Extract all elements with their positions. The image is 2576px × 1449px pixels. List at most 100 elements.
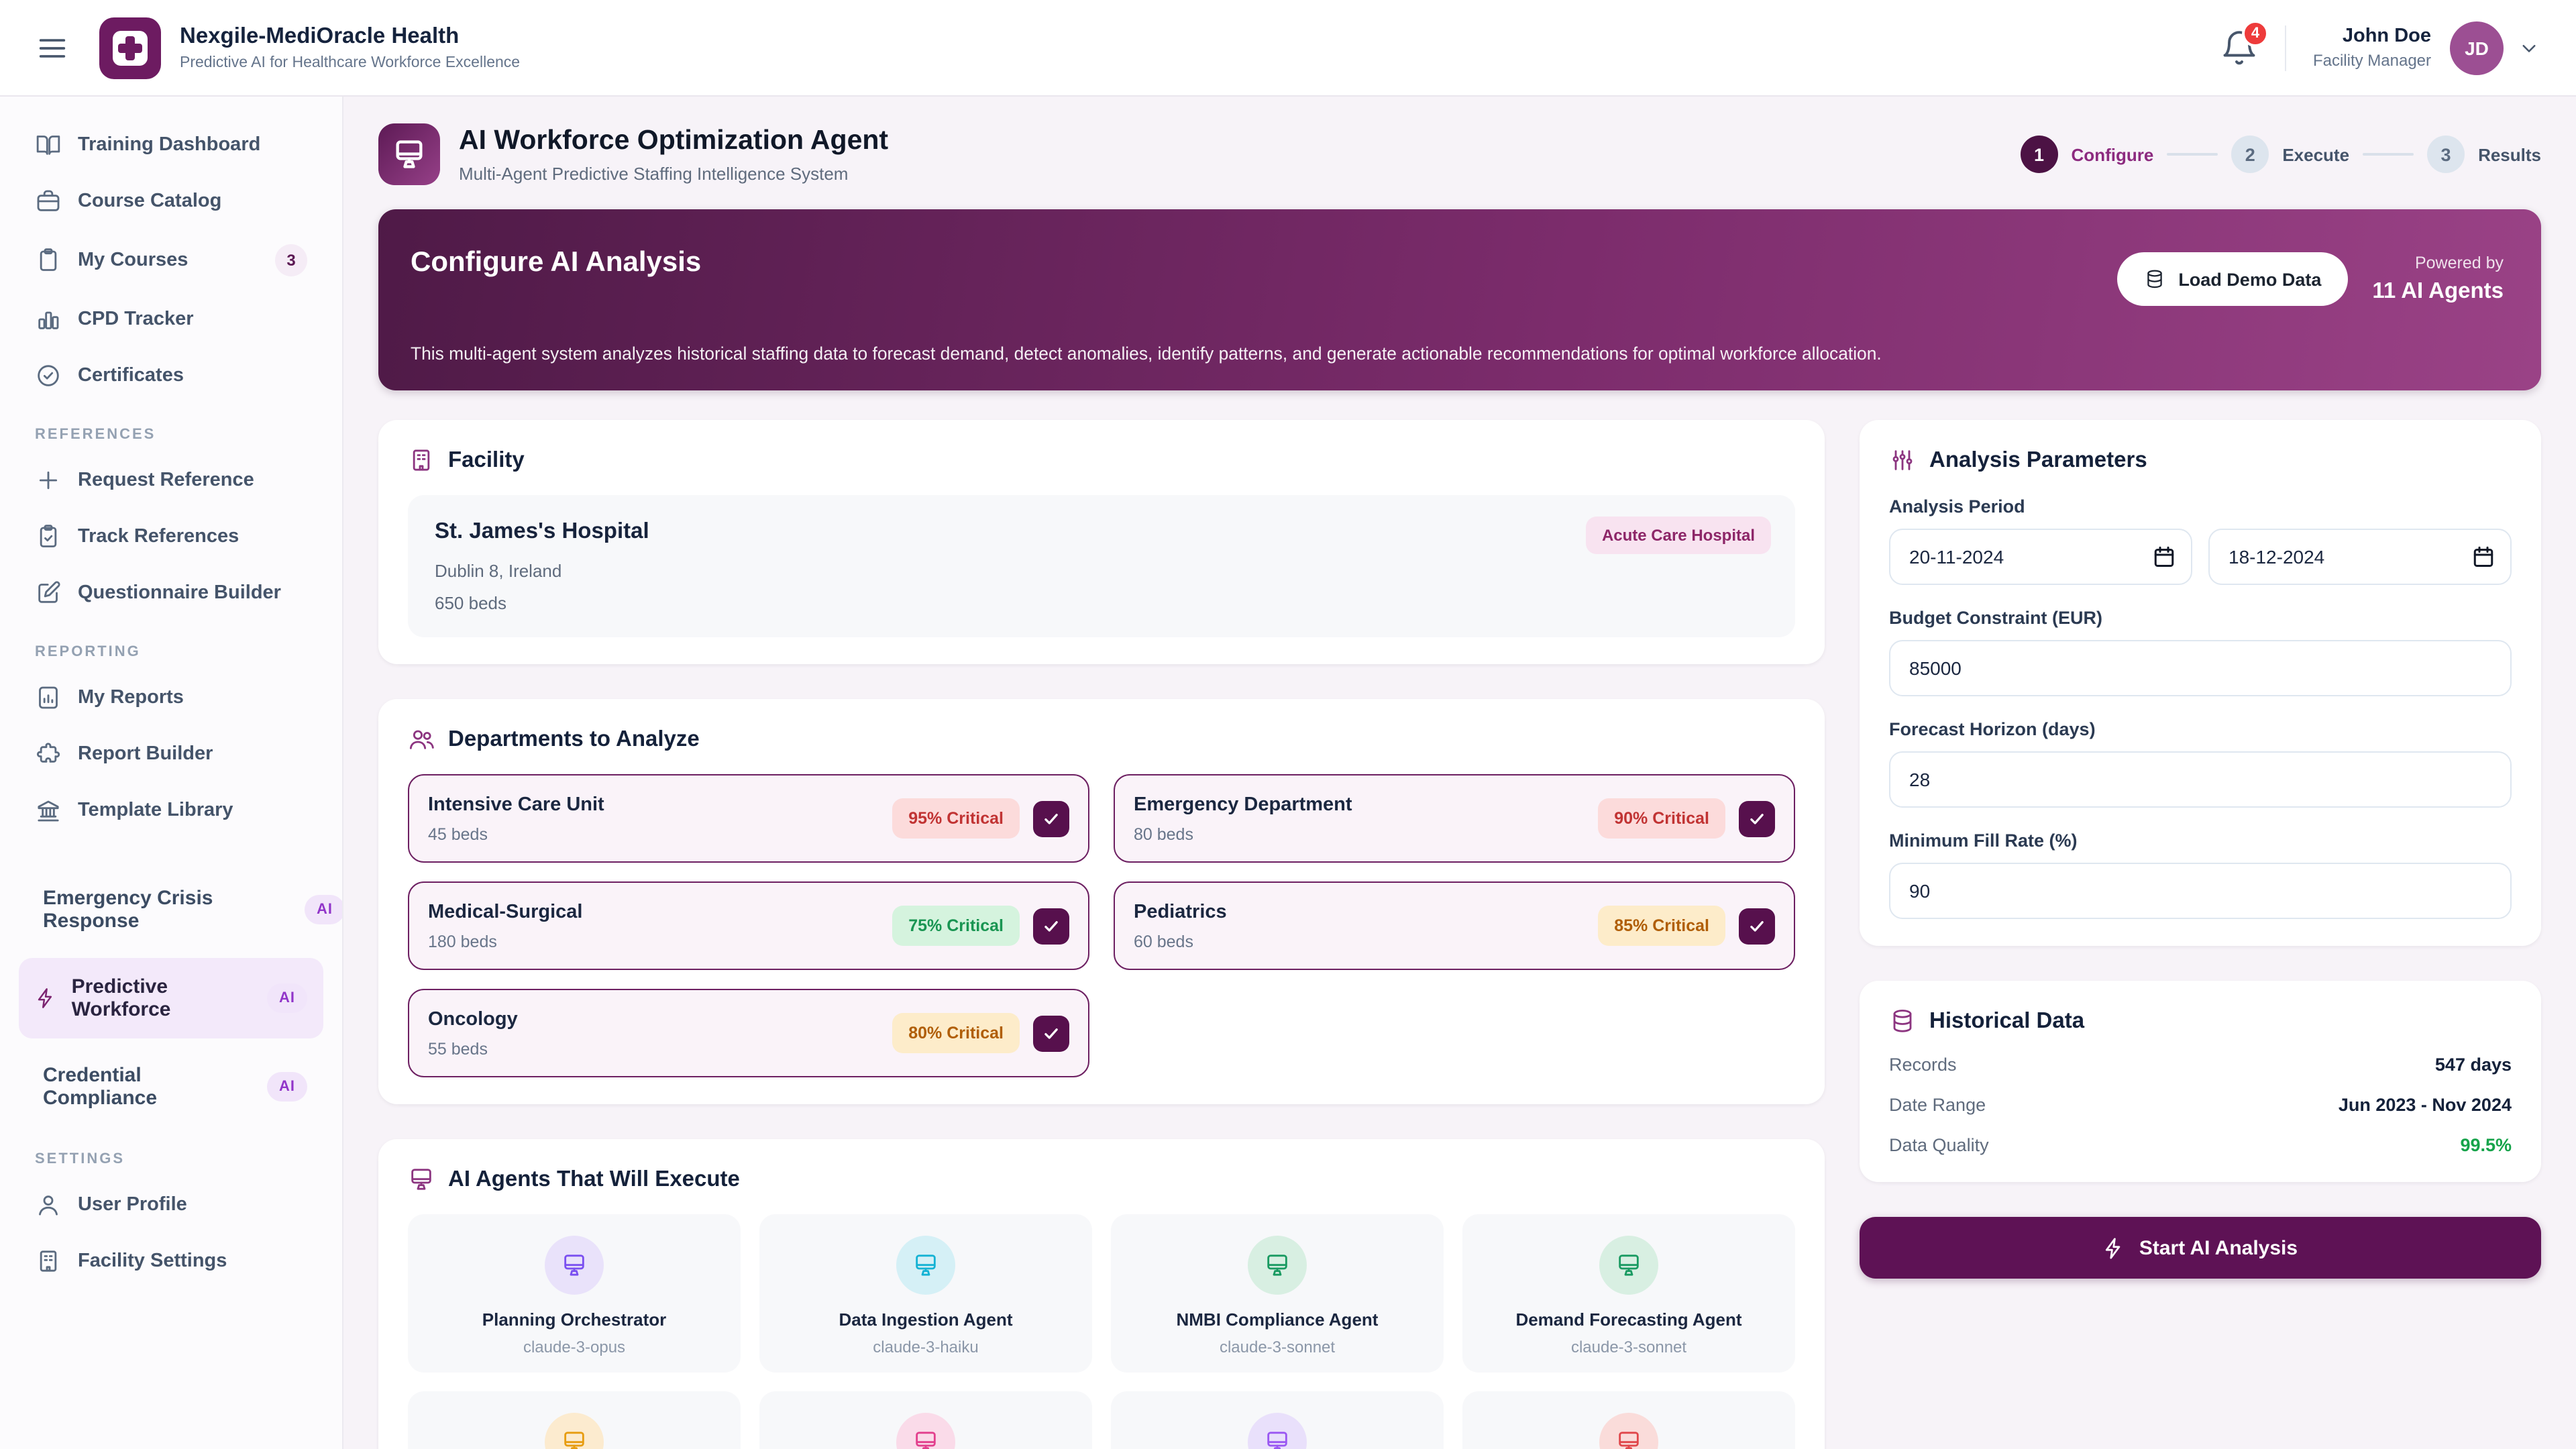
department-name: Intensive Care Unit xyxy=(428,794,604,815)
agents-card: AI Agents That Will Execute Planning Orc… xyxy=(378,1139,1825,1449)
page-title: AI Workforce Optimization Agent xyxy=(459,125,889,156)
start-ai-analysis-button[interactable]: Start AI Analysis xyxy=(1860,1217,2541,1279)
budget-label: Budget Constraint (EUR) xyxy=(1889,608,2102,628)
department-card-emergency[interactable]: Emergency Department 80 beds 90% Critica… xyxy=(1114,774,1795,863)
department-checkbox[interactable] xyxy=(1739,800,1775,837)
agent-name: Planning Orchestrator xyxy=(482,1309,667,1330)
load-demo-data-button[interactable]: Load Demo Data xyxy=(2116,252,2349,306)
sidebar-item-label: Request Reference xyxy=(78,470,254,491)
sidebar: Training Dashboard Course Catalog My Cou… xyxy=(0,97,343,1449)
step-1-circle[interactable]: 1 xyxy=(2020,136,2058,173)
user-name: John Doe xyxy=(2342,25,2431,47)
department-checkbox[interactable] xyxy=(1033,1015,1069,1051)
powered-by-text: Powered by xyxy=(2414,254,2504,272)
agent-card-data-ingestion[interactable]: Data Ingestion Agent claude-3-haiku xyxy=(759,1214,1092,1373)
sidebar-item-cpd-tracker[interactable]: CPD Tracker xyxy=(19,292,323,346)
agent-model: claude-3-sonnet xyxy=(1219,1338,1336,1356)
sidebar-item-emergency-crisis-response[interactable]: Emergency Crisis Response AI xyxy=(19,869,342,950)
end-date-input[interactable] xyxy=(2208,529,2512,585)
book-open-icon xyxy=(36,136,60,155)
sidebar-item-label: Report Builder xyxy=(78,743,213,765)
department-name: Medical-Surgical xyxy=(428,901,583,922)
page-monitor-icon xyxy=(378,123,440,185)
historical-section-title: Historical Data xyxy=(1929,1008,2085,1032)
department-name: Oncology xyxy=(428,1008,518,1030)
sidebar-item-facility-settings[interactable]: Facility Settings xyxy=(19,1234,323,1288)
start-ai-analysis-label: Start AI Analysis xyxy=(2139,1236,2298,1259)
avatar[interactable]: JD xyxy=(2450,21,2504,74)
agent-card-demand-forecasting[interactable]: Demand Forecasting Agent claude-3-sonnet xyxy=(1462,1214,1795,1373)
sidebar-item-label: Credential Compliance xyxy=(43,1064,158,1110)
monitor-icon xyxy=(1599,1413,1658,1449)
monitor-icon xyxy=(896,1413,955,1449)
sidebar-item-questionnaire-builder[interactable]: Questionnaire Builder xyxy=(19,566,323,620)
sidebar-item-track-references[interactable]: Track References xyxy=(19,510,323,564)
forecast-horizon-input[interactable] xyxy=(1889,751,2512,808)
sidebar-section-reporting: REPORTING xyxy=(35,644,141,660)
chevron-down-icon[interactable] xyxy=(2517,36,2541,60)
critical-badge: 95% Critical xyxy=(892,798,1020,839)
agent-card-anomaly-detection[interactable]: Anomaly Detection Agent xyxy=(408,1391,741,1449)
sidebar-item-label: Certificates xyxy=(78,365,184,386)
department-card-icu[interactable]: Intensive Care Unit 45 beds 95% Critical xyxy=(408,774,1089,863)
menu-icon[interactable] xyxy=(35,30,70,65)
agent-card-staff-sentiment[interactable]: Staff Sentiment Agent xyxy=(759,1391,1092,1449)
sidebar-item-label: User Profile xyxy=(78,1194,187,1216)
sliders-icon xyxy=(1892,450,1913,470)
historical-row-label: Date Range xyxy=(1889,1095,1986,1115)
sidebar-item-label: Emergency Crisis Response xyxy=(43,887,213,932)
notification-count-badge: 4 xyxy=(2241,19,2269,46)
ai-badge: AI xyxy=(267,983,307,1013)
start-date-input[interactable] xyxy=(1889,529,2192,585)
app-title: Nexgile-MediOracle Health xyxy=(180,24,460,48)
facility-location: Dublin 8, Ireland xyxy=(435,561,562,581)
critical-badge: 80% Critical xyxy=(892,1013,1020,1053)
sidebar-item-label: Course Catalog xyxy=(78,191,222,212)
sidebar-item-user-profile[interactable]: User Profile xyxy=(19,1178,323,1232)
sidebar-item-course-catalog[interactable]: Course Catalog xyxy=(19,174,323,228)
department-checkbox[interactable] xyxy=(1033,908,1069,944)
step-3-circle[interactable]: 3 xyxy=(2427,136,2465,173)
sidebar-item-my-courses[interactable]: My Courses 3 xyxy=(19,231,323,290)
sidebar-item-request-reference[interactable]: Request Reference xyxy=(19,453,323,507)
sidebar-item-predictive-workforce[interactable]: Predictive Workforce AI xyxy=(19,958,323,1038)
check-icon xyxy=(1750,920,1764,931)
department-checkbox[interactable] xyxy=(1739,908,1775,944)
agent-model: claude-3-opus xyxy=(523,1338,626,1356)
department-card-oncology[interactable]: Oncology 55 beds 80% Critical xyxy=(408,989,1089,1077)
configure-banner: Configure AI Analysis This multi-agent s… xyxy=(378,209,2541,390)
agents-count-text: 11 AI Agents xyxy=(2372,279,2504,303)
sidebar-item-credential-compliance[interactable]: Credential Compliance AI xyxy=(19,1046,323,1127)
agent-name: NMBI Compliance Agent xyxy=(1176,1309,1379,1330)
facility-card: Facility St. James's Hospital Acute Care… xyxy=(378,420,1825,664)
monitor-icon xyxy=(545,1236,604,1295)
department-card-pediatrics[interactable]: Pediatrics 60 beds 85% Critical xyxy=(1114,881,1795,970)
sidebar-item-certificates[interactable]: Certificates xyxy=(19,349,323,402)
ai-badge: AI xyxy=(305,895,342,924)
puzzle-icon xyxy=(37,743,60,763)
budget-input[interactable] xyxy=(1889,640,2512,696)
notifications-bell-icon[interactable]: 4 xyxy=(2220,19,2269,66)
sidebar-item-my-reports[interactable]: My Reports xyxy=(19,671,323,724)
user-icon xyxy=(39,1195,58,1216)
department-card-medical-surgical[interactable]: Medical-Surgical 180 beds 75% Critical xyxy=(408,881,1089,970)
agent-card-nmbi-compliance[interactable]: NMBI Compliance Agent claude-3-sonnet xyxy=(1111,1214,1444,1373)
check-icon xyxy=(1044,1028,1058,1038)
sidebar-item-training-dashboard[interactable]: Training Dashboard xyxy=(19,118,323,172)
step-2-circle[interactable]: 2 xyxy=(2231,136,2269,173)
min-fill-rate-input[interactable] xyxy=(1889,863,2512,919)
badge-check-icon xyxy=(38,365,59,386)
monitor-icon xyxy=(545,1413,604,1449)
sidebar-item-template-library[interactable]: Template Library xyxy=(19,784,323,837)
department-checkbox[interactable] xyxy=(1033,800,1069,837)
sidebar-item-label: Track References xyxy=(78,526,239,547)
agent-card-planning-orchestrator[interactable]: Planning Orchestrator claude-3-opus xyxy=(408,1214,741,1373)
step-connector xyxy=(2167,152,2218,156)
facility-summary: St. James's Hospital Acute Care Hospital… xyxy=(408,495,1795,637)
step-2-label: Execute xyxy=(2282,144,2350,164)
sidebar-item-report-builder[interactable]: Report Builder xyxy=(19,727,323,781)
agent-card-emergency-response[interactable]: Emergency Response Agent xyxy=(1462,1391,1795,1449)
agent-card-pattern-recognition[interactable]: Pattern Recognition Agent xyxy=(1111,1391,1444,1449)
critical-badge: 90% Critical xyxy=(1598,798,1725,839)
